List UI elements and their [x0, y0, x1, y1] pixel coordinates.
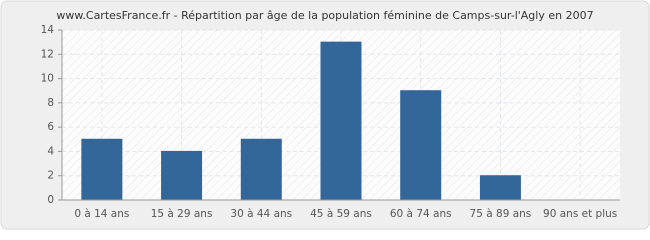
y-tick-label: 6: [47, 121, 54, 133]
bar: [240, 138, 282, 201]
y-tick-label: 0: [47, 194, 54, 206]
y-tick-label: 12: [41, 48, 54, 60]
bar: [479, 175, 521, 201]
y-tick-label: 4: [47, 145, 54, 157]
x-tick-label: 15 à 29 ans: [151, 208, 213, 220]
x-tick-label: 45 à 59 ans: [310, 208, 372, 220]
chart-title: www.CartesFrance.fr - Répartition par âg…: [56, 9, 593, 22]
chart: www.CartesFrance.fr - Répartition par âg…: [0, 0, 650, 230]
bar: [400, 90, 442, 201]
bar: [81, 138, 123, 201]
y-tick-label: 10: [41, 73, 54, 85]
x-tick-label: 30 à 44 ans: [230, 208, 292, 220]
y-tick-label: 14: [41, 24, 55, 36]
bar: [161, 150, 203, 201]
x-tick-label: 0 à 14 ans: [74, 208, 129, 220]
y-tick-label: 8: [47, 97, 54, 109]
y-tick-label: 2: [47, 170, 54, 182]
x-tick-label: 60 à 74 ans: [390, 208, 452, 220]
x-tick-label: 90 ans et plus: [543, 208, 617, 220]
bar: [320, 41, 362, 201]
x-tick-label: 75 à 89 ans: [470, 208, 532, 220]
